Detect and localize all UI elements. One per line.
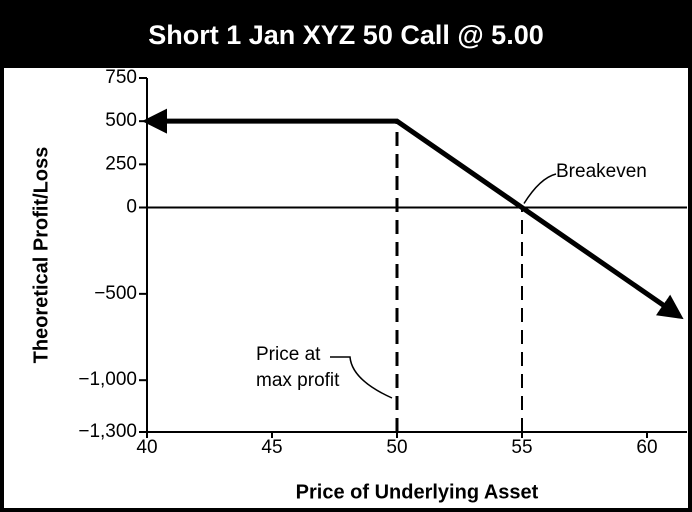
leader-line bbox=[523, 173, 557, 204]
y-tick-label: −1,300 bbox=[78, 421, 137, 442]
chart-title: Short 1 Jan XYZ 50 Call @ 5.00 bbox=[148, 20, 543, 50]
title-bar bbox=[2, 2, 690, 68]
x-tick-label: 55 bbox=[511, 437, 532, 458]
x-tick-label: 60 bbox=[636, 437, 657, 458]
x-tick-label: 40 bbox=[136, 437, 157, 458]
annotation: max profit bbox=[256, 370, 340, 391]
y-tick-label: −1,000 bbox=[78, 369, 137, 390]
x-tick-label: 50 bbox=[386, 437, 407, 458]
y-axis-title: Theoretical Profit/Loss bbox=[30, 147, 52, 364]
annotation: Price at bbox=[256, 344, 321, 365]
y-tick-label: 0 bbox=[126, 197, 137, 218]
leader-line bbox=[330, 356, 393, 399]
annotation: Breakeven bbox=[556, 161, 647, 182]
x-axis-title: Price of Underlying Asset bbox=[296, 481, 539, 503]
y-tick-label: 750 bbox=[105, 67, 137, 88]
y-tick-label: 500 bbox=[105, 110, 137, 131]
payoff-line bbox=[142, 108, 684, 320]
y-tick-label: −500 bbox=[94, 283, 137, 304]
x-tick-label: 45 bbox=[261, 437, 282, 458]
y-tick-label: 250 bbox=[105, 153, 137, 174]
